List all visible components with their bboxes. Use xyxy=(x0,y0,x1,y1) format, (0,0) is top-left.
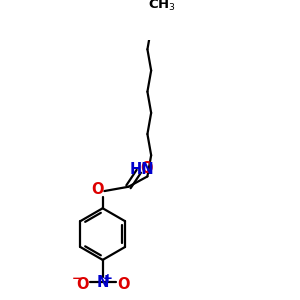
Text: N: N xyxy=(97,275,109,290)
Text: O: O xyxy=(140,161,153,176)
Text: O: O xyxy=(91,182,104,197)
Text: O: O xyxy=(117,277,130,292)
Text: −: − xyxy=(72,272,82,285)
Text: CH$_3$: CH$_3$ xyxy=(148,0,176,13)
Text: +: + xyxy=(103,272,113,285)
Text: O: O xyxy=(76,277,88,292)
Text: HN: HN xyxy=(130,162,154,177)
